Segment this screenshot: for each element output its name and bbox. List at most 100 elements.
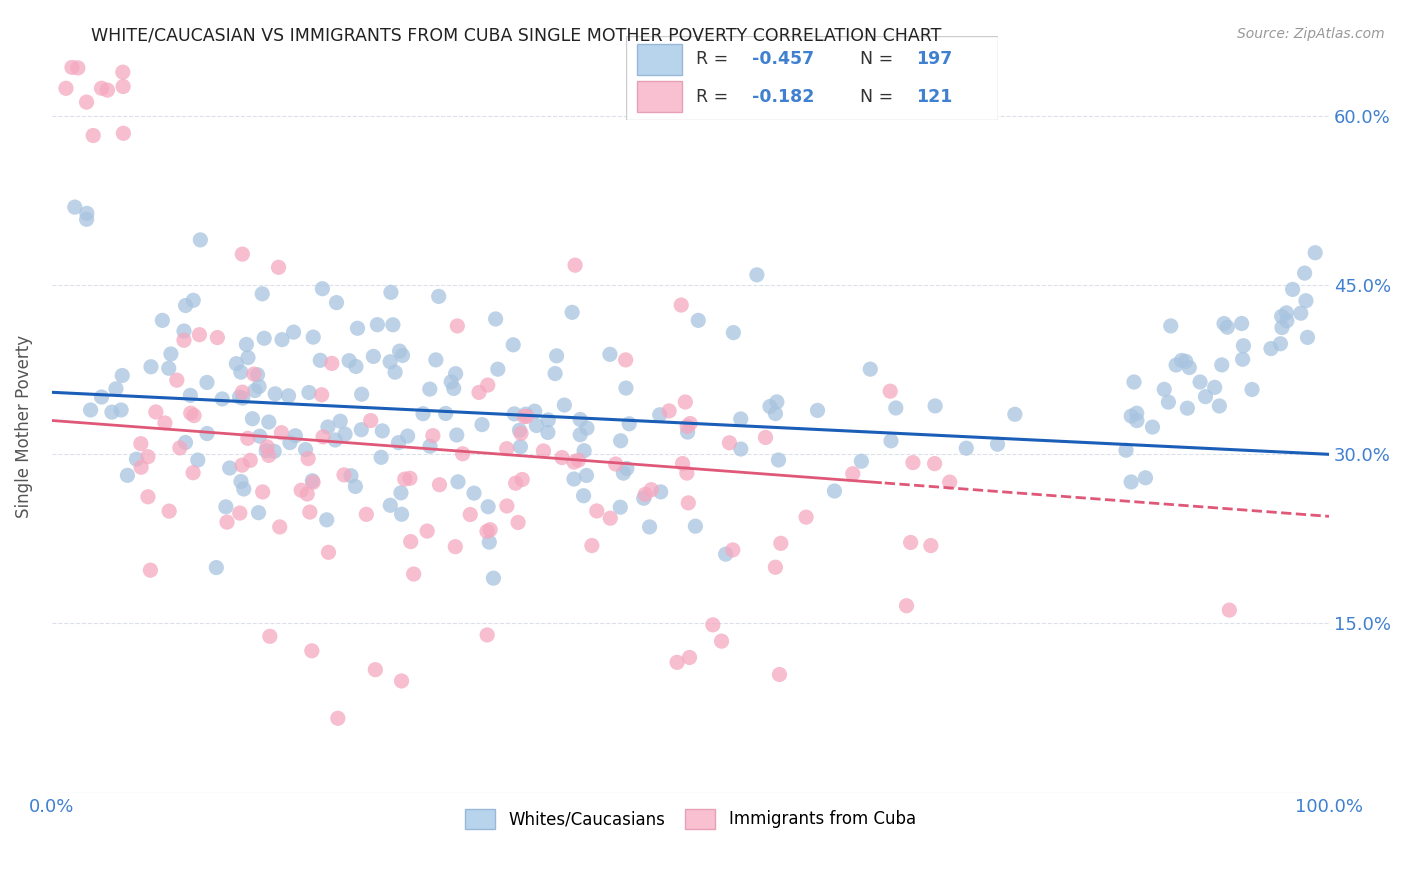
Point xyxy=(236,351,259,365)
Point xyxy=(125,452,148,467)
Text: Source: ZipAtlas.com: Source: ZipAtlas.com xyxy=(1237,27,1385,41)
Point xyxy=(112,79,135,94)
Text: 197: 197 xyxy=(917,51,952,69)
Point xyxy=(387,435,409,450)
Point xyxy=(745,268,768,282)
Point xyxy=(315,513,337,527)
Point xyxy=(277,389,299,403)
Point xyxy=(284,429,307,443)
Point xyxy=(243,384,266,398)
Point xyxy=(900,535,922,549)
Point xyxy=(572,489,595,503)
Point xyxy=(884,401,907,415)
Point xyxy=(195,376,218,390)
Point xyxy=(485,312,508,326)
Point xyxy=(524,418,547,433)
Point xyxy=(564,258,586,272)
Point xyxy=(585,504,607,518)
Point xyxy=(346,321,368,335)
Point xyxy=(446,318,468,333)
Point xyxy=(553,398,575,412)
Point xyxy=(419,439,441,453)
Point xyxy=(671,457,693,471)
Point xyxy=(139,563,162,577)
Point xyxy=(278,435,301,450)
Point xyxy=(181,466,204,480)
Point xyxy=(609,434,631,448)
Point xyxy=(150,313,173,327)
Point xyxy=(419,382,441,396)
Point xyxy=(506,516,529,530)
Point xyxy=(425,352,447,367)
Point xyxy=(254,443,277,458)
Point xyxy=(402,567,425,582)
Point xyxy=(463,486,485,500)
Point xyxy=(505,476,527,491)
Point xyxy=(301,644,323,658)
Point xyxy=(1170,353,1192,368)
Point xyxy=(416,524,439,538)
Point xyxy=(479,523,502,537)
Point xyxy=(1119,475,1142,489)
Point xyxy=(1281,282,1303,296)
Point xyxy=(562,455,585,469)
Point xyxy=(257,415,280,429)
Point xyxy=(169,441,191,455)
Point xyxy=(344,359,367,374)
Point xyxy=(370,450,392,465)
Point xyxy=(55,81,77,95)
Point xyxy=(496,499,519,513)
Point xyxy=(1232,339,1254,353)
Point xyxy=(765,407,787,421)
Point xyxy=(298,505,321,519)
Point xyxy=(1164,358,1187,372)
Point xyxy=(612,466,634,480)
Point xyxy=(1271,320,1294,334)
Point xyxy=(250,286,273,301)
Point xyxy=(394,472,416,486)
Point xyxy=(290,483,312,498)
Point xyxy=(666,656,689,670)
Point xyxy=(569,427,592,442)
Point xyxy=(986,437,1008,451)
Point xyxy=(256,440,278,454)
Point xyxy=(104,382,127,396)
Point xyxy=(676,425,699,439)
Point xyxy=(66,61,89,75)
Point xyxy=(243,367,266,381)
Point xyxy=(671,298,693,312)
Point xyxy=(360,413,382,427)
Point xyxy=(311,388,333,402)
Point xyxy=(136,490,159,504)
Point xyxy=(229,365,252,379)
Point xyxy=(759,400,782,414)
Point xyxy=(1211,358,1233,372)
Point xyxy=(153,416,176,430)
Point xyxy=(263,444,285,458)
Text: N =: N = xyxy=(860,51,900,69)
Point xyxy=(569,412,592,426)
Point xyxy=(510,473,533,487)
Point xyxy=(851,454,873,468)
Point xyxy=(658,404,681,418)
Point xyxy=(1218,603,1240,617)
Point xyxy=(157,361,180,376)
Point xyxy=(60,61,83,75)
Y-axis label: Single Mother Poverty: Single Mother Poverty xyxy=(15,334,32,517)
Text: 121: 121 xyxy=(917,87,953,105)
Point xyxy=(924,399,946,413)
Point xyxy=(955,441,977,455)
Point xyxy=(1213,317,1236,331)
Point xyxy=(458,508,481,522)
Point xyxy=(112,126,135,140)
Point xyxy=(1204,380,1226,394)
Point xyxy=(515,407,537,421)
Point xyxy=(650,484,672,499)
Point xyxy=(763,560,786,574)
Point xyxy=(380,498,402,512)
Point xyxy=(350,387,373,401)
Point xyxy=(1135,471,1157,485)
Point xyxy=(363,350,385,364)
Point xyxy=(1189,375,1212,389)
Point xyxy=(599,511,621,525)
